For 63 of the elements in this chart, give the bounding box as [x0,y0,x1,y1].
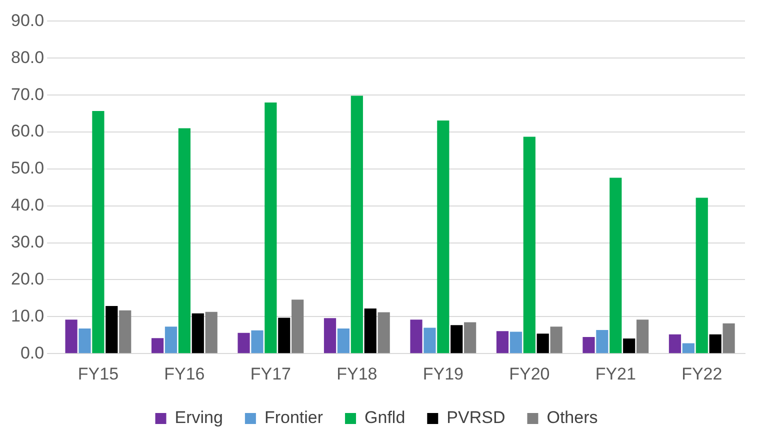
bar [709,334,722,354]
bar [192,313,204,354]
bar [464,322,476,354]
bar [410,320,422,354]
bar [496,331,509,354]
legend-label: Erving [174,408,223,428]
y-tick-label: 80.0 [10,48,44,67]
x-tick-label: FY15 [78,364,119,384]
y-tick-label: 50.0 [10,158,44,178]
bar [424,328,436,354]
bar [550,326,562,354]
y-tick-label: 30.0 [10,232,44,252]
y-tick-label: 40.0 [10,196,44,215]
bar [205,312,218,354]
bar [378,312,390,354]
bar [623,338,636,354]
bar [668,334,682,354]
x-tick-label: FY21 [595,364,636,384]
bar [238,332,250,354]
bar [178,128,190,354]
legend-label: Gnfld [364,408,406,428]
y-tick-label: 90.0 [10,10,44,30]
bar [251,330,264,354]
y-tick-label: 70.0 [10,84,44,104]
legend-label: Others [546,408,598,428]
y-tick-label: 0.0 [20,343,44,362]
bar [437,120,450,354]
bar [119,310,132,354]
y-tick-label: 60.0 [10,122,44,141]
x-tick-label: FY22 [682,364,722,384]
bar [610,178,622,354]
x-tick-label: FY17 [250,364,292,384]
bar [682,343,694,354]
bar [596,330,608,354]
bar [510,332,522,354]
bar [151,338,164,354]
legend-label: PVRSD [446,408,506,428]
bar [582,336,595,354]
bar [292,300,304,354]
bar [696,198,708,354]
bar [722,323,735,354]
bar [164,326,178,354]
x-tick-label: FY16 [164,364,205,384]
bar [278,318,290,354]
bar [65,320,78,354]
bar [636,320,649,354]
bar [264,102,277,354]
bar [324,318,336,354]
x-tick-label: FY20 [509,364,550,384]
legend-label: Frontier [264,408,324,428]
bar [92,110,104,354]
bar [364,308,376,354]
bar [523,136,536,354]
bar [350,96,363,354]
y-tick-label: 20.0 [10,269,44,288]
x-tick-label: FY18 [336,364,378,384]
y-tick-label: 10.0 [10,306,44,326]
bar [536,334,549,354]
bar [78,328,91,354]
bar [450,325,463,354]
bar [106,306,118,354]
x-tick-label: FY19 [422,364,464,384]
bar [337,328,350,354]
